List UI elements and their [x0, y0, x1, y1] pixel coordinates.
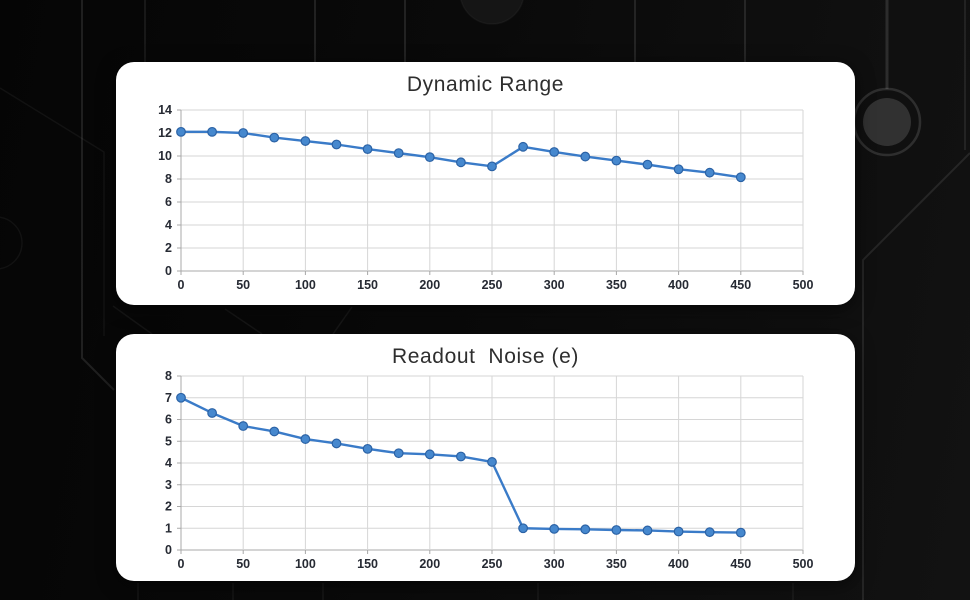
- svg-text:400: 400: [668, 557, 689, 571]
- dynamic-range-card: Dynamic Range 0 2 4 6 8 10 12 14 0 50 100 150 200 250…: [116, 62, 855, 305]
- svg-text:50: 50: [236, 557, 250, 571]
- svg-text:7: 7: [165, 391, 172, 405]
- svg-text:350: 350: [606, 557, 627, 571]
- svg-text:0: 0: [178, 557, 185, 571]
- svg-text:450: 450: [730, 278, 751, 292]
- svg-text:4: 4: [165, 218, 172, 232]
- svg-text:250: 250: [482, 557, 503, 571]
- svg-text:14: 14: [158, 103, 172, 117]
- readout-noise-chart: 0 1 2 3 4 5 6 7 8 0 50 100 150 200 250 300 350 400 450 500: [165, 369, 814, 571]
- svg-text:300: 300: [544, 278, 565, 292]
- svg-text:0: 0: [165, 264, 172, 278]
- svg-text:8: 8: [165, 369, 172, 383]
- svg-text:3: 3: [165, 478, 172, 492]
- svg-text:100: 100: [295, 557, 316, 571]
- svg-text:6: 6: [165, 195, 172, 209]
- svg-text:100: 100: [295, 278, 316, 292]
- dynamic-range-chart: 0 2 4 6 8 10 12 14 0 50 100 150 200 250 300 350 400 450 50…: [158, 103, 814, 292]
- svg-text:450: 450: [730, 557, 751, 571]
- svg-text:4: 4: [165, 456, 172, 470]
- readout-noise-card: Readout Noise (e) 0 1 2 3 4 5 6 7 8 0 50 100 150 200 2…: [116, 334, 855, 581]
- svg-text:150: 150: [357, 557, 378, 571]
- svg-text:350: 350: [606, 278, 627, 292]
- svg-text:200: 200: [419, 557, 440, 571]
- readout-noise-title: Readout Noise (e): [391, 345, 580, 368]
- svg-text:2: 2: [165, 500, 172, 514]
- svg-text:500: 500: [793, 557, 814, 571]
- solder-pad: [852, 0, 922, 157]
- svg-text:300: 300: [544, 557, 565, 571]
- svg-text:500: 500: [793, 278, 814, 292]
- svg-text:2: 2: [165, 241, 172, 255]
- svg-text:400: 400: [668, 278, 689, 292]
- svg-text:250: 250: [482, 278, 503, 292]
- svg-text:0: 0: [165, 543, 172, 557]
- svg-text:6: 6: [165, 413, 172, 427]
- svg-text:10: 10: [158, 149, 172, 163]
- svg-text:0: 0: [178, 278, 185, 292]
- svg-text:50: 50: [236, 278, 250, 292]
- svg-text:150: 150: [357, 278, 378, 292]
- svg-text:200: 200: [419, 278, 440, 292]
- svg-text:8: 8: [165, 172, 172, 186]
- svg-text:12: 12: [158, 126, 172, 140]
- dynamic-range-title: Dynamic Range: [406, 73, 565, 96]
- svg-text:1: 1: [165, 521, 172, 535]
- top-bump: [460, 0, 524, 25]
- svg-text:5: 5: [165, 434, 172, 448]
